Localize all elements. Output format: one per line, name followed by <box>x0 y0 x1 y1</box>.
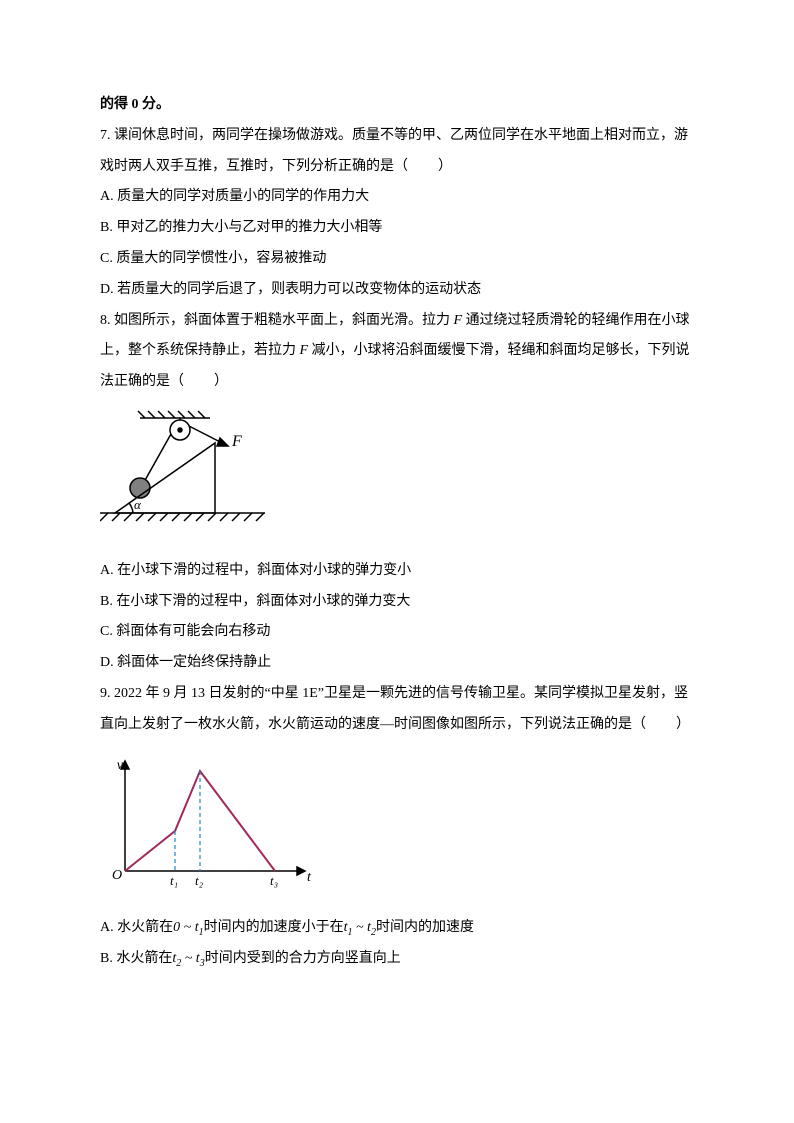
q8-stem: 8. 如图所示，斜面体置于粗糙水平面上，斜面光滑。拉力 F 通过绕过轻质滑轮的轻… <box>100 306 694 398</box>
q8-F1: F <box>454 313 463 328</box>
q9-A3: 时间内的加速度 <box>376 920 474 935</box>
q9-figure: O v t t₁ t₂ t₃ <box>100 751 694 904</box>
q7-stem: 7. 课间休息时间，两同学在操场做游戏。质量不等的甲、乙两位同学在水平地面上相对… <box>100 121 694 183</box>
q8-B: B. 在小球下滑的过程中，斜面体对小球的弹力变大 <box>100 587 694 618</box>
q7-D: D. 若质量大的同学后退了，则表明力可以改变物体的运动状态 <box>100 275 694 306</box>
q7-C: C. 质量大的同学惯性小，容易被推动 <box>100 244 694 275</box>
q9-B-r1b: ~ t <box>181 951 199 966</box>
q9-close: ） <box>676 717 690 732</box>
q7-B: B. 甲对乙的推力大小与乙对甲的推力大小相等 <box>100 213 694 244</box>
q7-text: 课间休息时间，两同学在操场做游戏。质量不等的甲、乙两位同学在水平地面上相对而立，… <box>100 128 688 174</box>
q8-A: A. 在小球下滑的过程中，斜面体对小球的弹力变小 <box>100 556 694 587</box>
q9-A-r1a: 0 ~ t <box>173 920 198 935</box>
q8-figure: α F <box>100 408 694 546</box>
q7-A: A. 质量大的同学对质量小的同学的作用力大 <box>100 182 694 213</box>
t1-label: t₁ <box>170 873 178 888</box>
q9-text: 2022 年 9 月 13 日发射的“中星 1E”卫星是一颗先进的信号传输卫星。… <box>100 686 688 732</box>
q8-num: 8. <box>100 313 111 328</box>
q8-D: D. 斜面体一定始终保持静止 <box>100 648 694 679</box>
q8-F2: F <box>300 343 309 358</box>
t3-label: t₃ <box>270 873 278 888</box>
q9-A: A. 水火箭在0 ~ t1时间内的加速度小于在t1 ~ t2时间内的加速度 <box>100 913 694 944</box>
t-label: t <box>307 870 312 885</box>
page-header: 的得 0 分。 <box>100 90 694 121</box>
q9-A2: 时间内的加速度小于在 <box>204 920 344 935</box>
q8-close: ） <box>214 374 228 389</box>
v-label: v <box>117 758 124 773</box>
q9-A-r2b: ~ t <box>352 920 370 935</box>
q9-B1: B. 水火箭在 <box>100 951 172 966</box>
q8-C: C. 斜面体有可能会向右移动 <box>100 617 694 648</box>
q9-B: B. 水火箭在t2 ~ t3时间内受到的合力方向竖直向上 <box>100 944 694 975</box>
O-label: O <box>112 868 122 883</box>
t2-label: t₂ <box>195 873 204 888</box>
q8-text1: 如图所示，斜面体置于粗糙水平面上，斜面光滑。拉力 <box>114 313 450 328</box>
q7-close: ） <box>438 159 452 174</box>
alpha-label: α <box>134 497 142 512</box>
q9-num: 9. <box>100 686 111 701</box>
q9-stem: 9. 2022 年 9 月 13 日发射的“中星 1E”卫星是一颗先进的信号传输… <box>100 679 694 741</box>
q9-A1: A. 水火箭在 <box>100 920 173 935</box>
F-label: F <box>231 433 242 450</box>
q7-num: 7. <box>100 128 111 143</box>
q9-B2: 时间内受到的合力方向竖直向上 <box>205 951 401 966</box>
